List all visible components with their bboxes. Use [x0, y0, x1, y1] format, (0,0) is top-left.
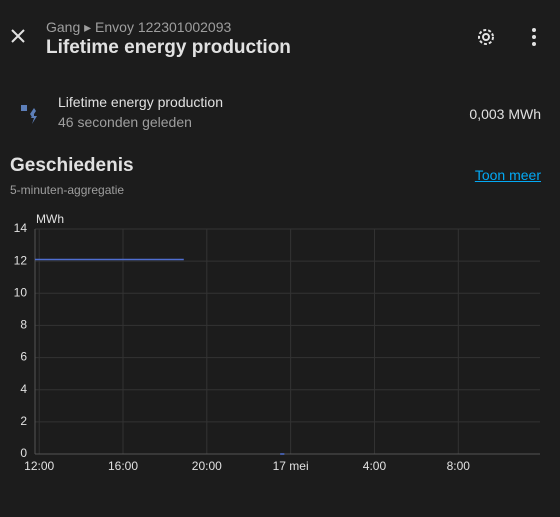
history-title: Geschiedenis	[10, 155, 134, 176]
chart: MWh 0 2 4 6 8 10 12 14 12:00 16:00 20:00 17 mei 4:00…	[14, 212, 540, 473]
x-tick-label: 12:00	[24, 459, 54, 473]
entity-last-changed: 46 seconden geleden	[58, 114, 192, 130]
x-tick-label: 17 mei	[273, 459, 309, 473]
y-tick-label: 8	[20, 318, 27, 332]
x-tick-label: 20:00	[192, 459, 222, 473]
entity-icon	[21, 105, 37, 124]
x-tick-label: 4:00	[363, 459, 387, 473]
series-line	[35, 258, 285, 455]
y-tick-label: 6	[20, 350, 27, 364]
settings-button[interactable]	[474, 25, 498, 49]
breadcrumb: Gang ▸ Envoy 122301002093	[46, 19, 232, 35]
x-tick-label: 8:00	[447, 459, 471, 473]
history-subtitle: 5-minuten-aggregatie	[10, 183, 125, 197]
dialog-title: Lifetime energy production	[46, 37, 291, 58]
y-axis-label: MWh	[36, 212, 64, 226]
close-button[interactable]	[8, 26, 28, 46]
y-tick-label: 10	[14, 285, 28, 299]
y-tick-label: 14	[14, 221, 28, 235]
y-tick-label: 0	[20, 446, 27, 460]
x-tick-label: 16:00	[108, 459, 138, 473]
y-tick-label: 2	[20, 414, 27, 428]
y-tick-label: 4	[20, 382, 27, 396]
more-link[interactable]: Toon meer	[474, 167, 541, 183]
menu-button[interactable]	[522, 25, 546, 49]
y-tick-label: 12	[14, 253, 28, 267]
entity-name: Lifetime energy production	[58, 94, 223, 110]
entity-state: 0,003 MWh	[469, 106, 541, 122]
